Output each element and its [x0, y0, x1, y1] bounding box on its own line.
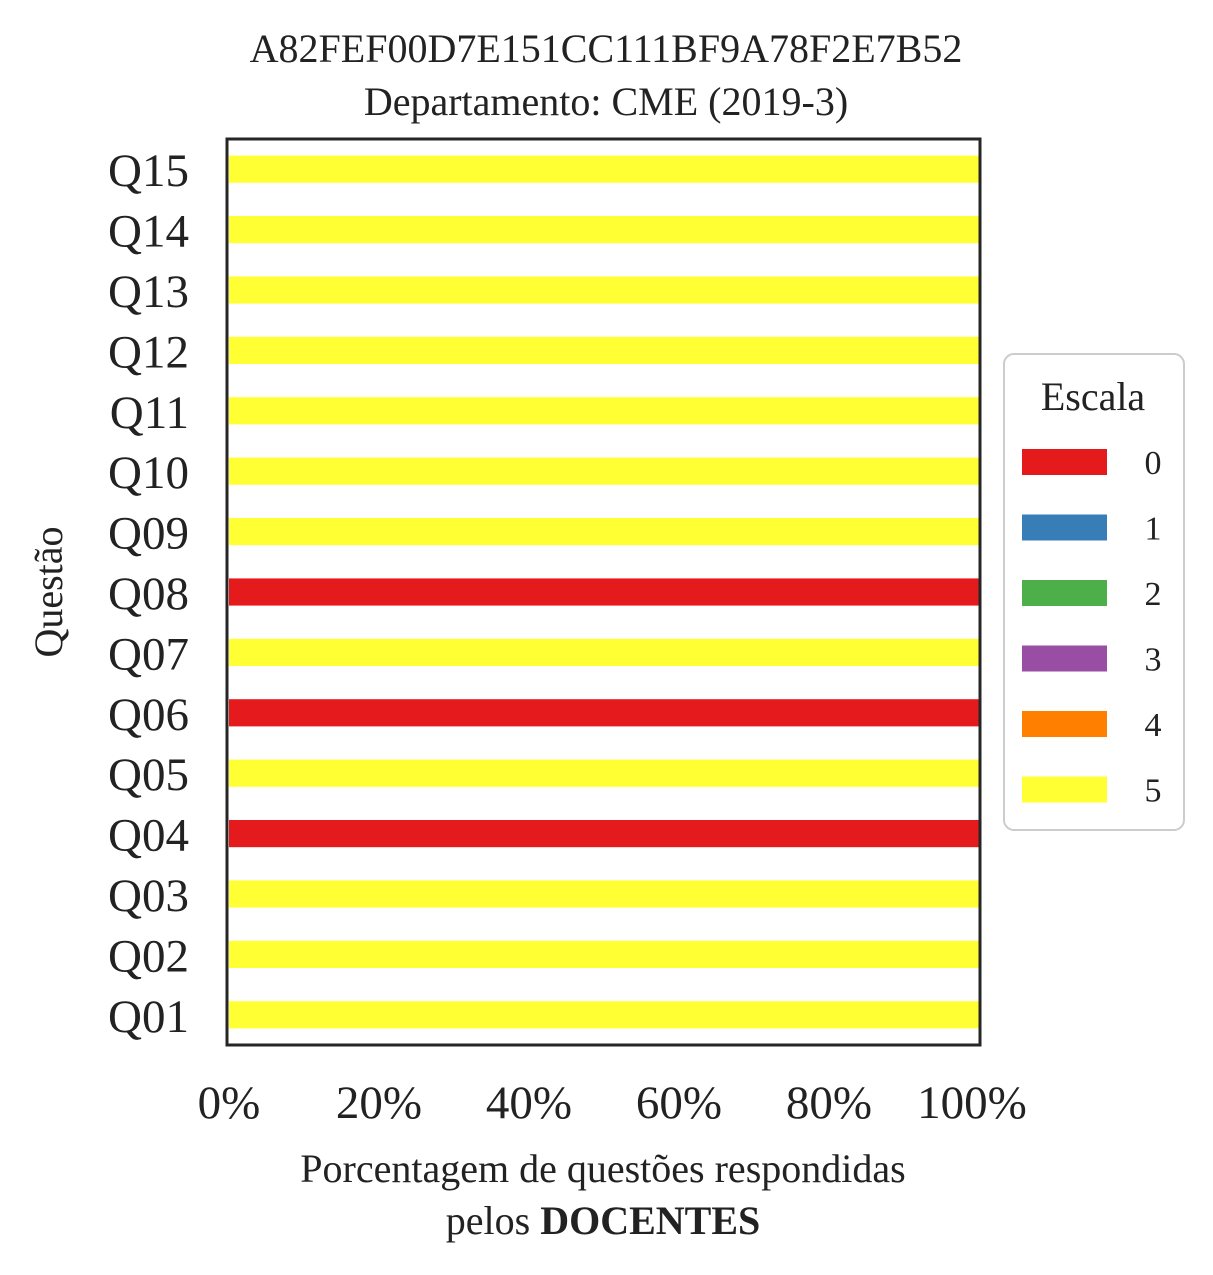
- y-tick-label-q11: Q11: [110, 387, 189, 439]
- y-tick-label-q10: Q10: [108, 447, 189, 499]
- legend-label-4: 4: [1145, 707, 1162, 744]
- y-tick-label-q03: Q03: [108, 870, 189, 922]
- x-axis-label-bold: DOCENTES: [540, 1198, 760, 1243]
- y-tick-label-q15: Q15: [108, 145, 189, 197]
- y-tick-label-q05: Q05: [108, 749, 189, 801]
- bars-layer: [229, 155, 979, 1029]
- bar-q13-scale-5: [229, 276, 979, 304]
- bar-q09-scale-5: [229, 518, 979, 546]
- y-tick-label-q07: Q07: [108, 628, 189, 680]
- bar-q14-scale-5: [229, 216, 979, 244]
- y-tick-label-q04: Q04: [108, 810, 189, 862]
- x-axis-label-line1: Porcentagem de questões respondidas: [300, 1146, 905, 1191]
- bar-q06-scale-0: [229, 699, 979, 727]
- y-tick-label-q09: Q09: [108, 508, 189, 560]
- legend-swatch-2: [1022, 580, 1107, 606]
- x-axis-label-line2: pelos DOCENTES: [446, 1198, 761, 1243]
- x-tick-label-100: 100%: [917, 1077, 1027, 1129]
- plot-frame: [225, 137, 982, 1047]
- y-tick-label-q13: Q13: [108, 266, 189, 318]
- legend-title: Escala: [1041, 374, 1146, 419]
- legend-label-1: 1: [1145, 511, 1162, 548]
- legend: Escala 0 1 2 3 4 5: [1003, 353, 1185, 831]
- bar-q03-scale-5: [229, 880, 979, 908]
- x-tick-labels: 0% 20% 40% 60% 80% 100%: [198, 1077, 1027, 1129]
- x-tick-label-20: 20%: [336, 1077, 422, 1129]
- legend-label-2: 2: [1145, 576, 1162, 613]
- chart-subtitle: Departamento: CME (2019-3): [364, 79, 848, 124]
- legend-swatch-5: [1022, 776, 1107, 803]
- x-tick-label-80: 80%: [786, 1077, 872, 1129]
- x-axis-label-prefix: pelos: [446, 1198, 540, 1243]
- x-tick-label-60: 60%: [636, 1077, 722, 1129]
- x-tick-label-40: 40%: [486, 1077, 572, 1129]
- x-tick-label-0: 0%: [198, 1077, 261, 1129]
- legend-items: 0 1 2 3 4 5: [1022, 445, 1162, 810]
- bar-q15-scale-5: [229, 155, 979, 183]
- legend-label-0: 0: [1145, 445, 1162, 482]
- bar-q05-scale-5: [229, 759, 979, 787]
- chart-title: A82FEF00D7E151CC111BF9A78F2E7B52: [250, 26, 963, 71]
- bar-q02-scale-5: [229, 940, 979, 968]
- y-axis-label: Questão: [26, 526, 71, 657]
- bar-q07-scale-5: [229, 638, 979, 666]
- bar-q11-scale-5: [229, 397, 979, 425]
- bar-q12-scale-5: [229, 336, 979, 364]
- y-tick-label-q01: Q01: [108, 991, 189, 1043]
- bar-q04-scale-0: [229, 820, 979, 848]
- bar-q10-scale-5: [229, 457, 979, 485]
- y-tick-label-q12: Q12: [108, 326, 189, 378]
- y-tick-label-q08: Q08: [108, 568, 189, 620]
- y-tick-label-q06: Q06: [108, 689, 189, 741]
- legend-label-3: 3: [1145, 642, 1162, 679]
- bar-q01-scale-5: [229, 1001, 979, 1029]
- legend-swatch-3: [1022, 645, 1107, 672]
- legend-swatch-0: [1022, 449, 1107, 475]
- legend-swatch-1: [1022, 514, 1107, 541]
- y-tick-label-q14: Q14: [108, 206, 189, 258]
- y-tick-label-q02: Q02: [108, 930, 189, 982]
- legend-label-5: 5: [1145, 773, 1162, 810]
- y-tick-labels: Q01 Q02 Q03 Q04 Q05 Q06 Q07 Q08 Q09 Q10 Q11 Q12 Q13 Q…: [108, 145, 189, 1043]
- legend-swatch-4: [1022, 711, 1107, 737]
- bar-q08-scale-0: [229, 578, 979, 606]
